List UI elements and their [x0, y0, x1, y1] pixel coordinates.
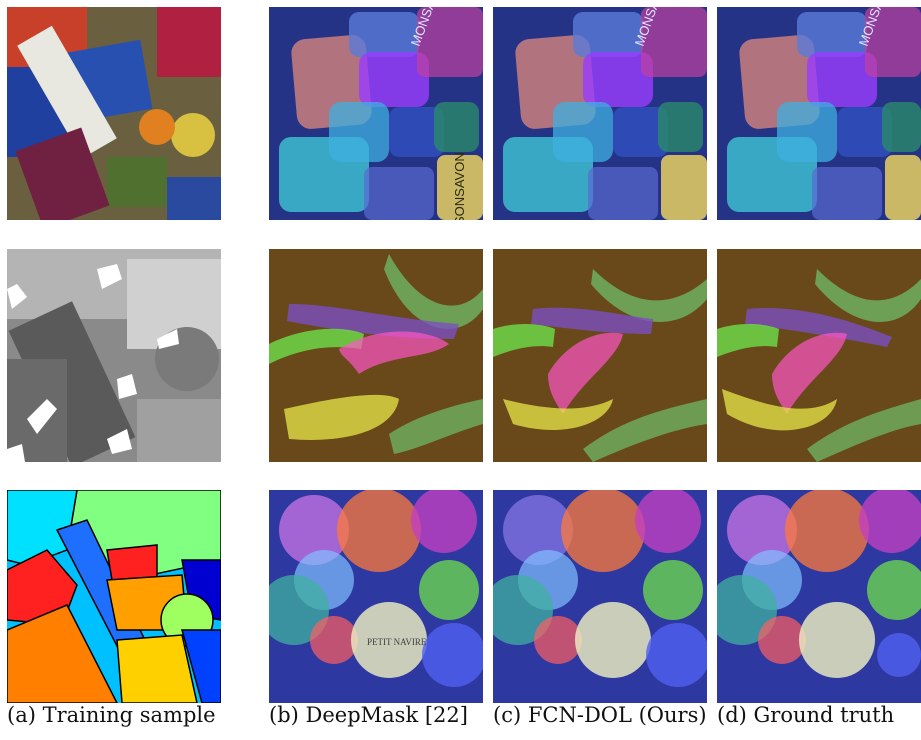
training-sample-rgb [7, 7, 221, 220]
caption-fcn-dol-method: FCN-DOL [527, 703, 632, 727]
petit-navire-label: PETIT NAVIRE [367, 637, 427, 647]
fcn-dol-result-bananas [493, 249, 707, 462]
caption-fcn-dol: (c) FCN-DOL (Ours) [493, 703, 707, 727]
training-sample-labels [7, 490, 221, 703]
deepmask-result-packages: MONSAVON SONSAVON [269, 7, 483, 220]
deepmask-result-bananas [269, 249, 483, 462]
caption-fcn-dol-prefix: (c) [493, 703, 528, 727]
fcn-dol-result-cans [493, 490, 707, 703]
caption-training-sample: (a) Training sample [7, 703, 216, 727]
deepmask-result-cans: PETIT NAVIRE [269, 490, 483, 703]
ground-truth-packages: MONSAVON [717, 7, 921, 220]
fcn-dol-result-packages: MONSAVON [493, 7, 707, 220]
training-sample-depth [7, 249, 221, 462]
caption-ground-truth: (d) Ground truth [717, 703, 895, 727]
sonsavon-label: SONSAVON [452, 152, 467, 220]
ground-truth-bananas [717, 249, 921, 462]
ground-truth-cans [717, 490, 921, 703]
caption-fcn-dol-suffix: (Ours) [631, 703, 707, 727]
caption-deepmask: (b) DeepMask [22] [269, 703, 468, 727]
